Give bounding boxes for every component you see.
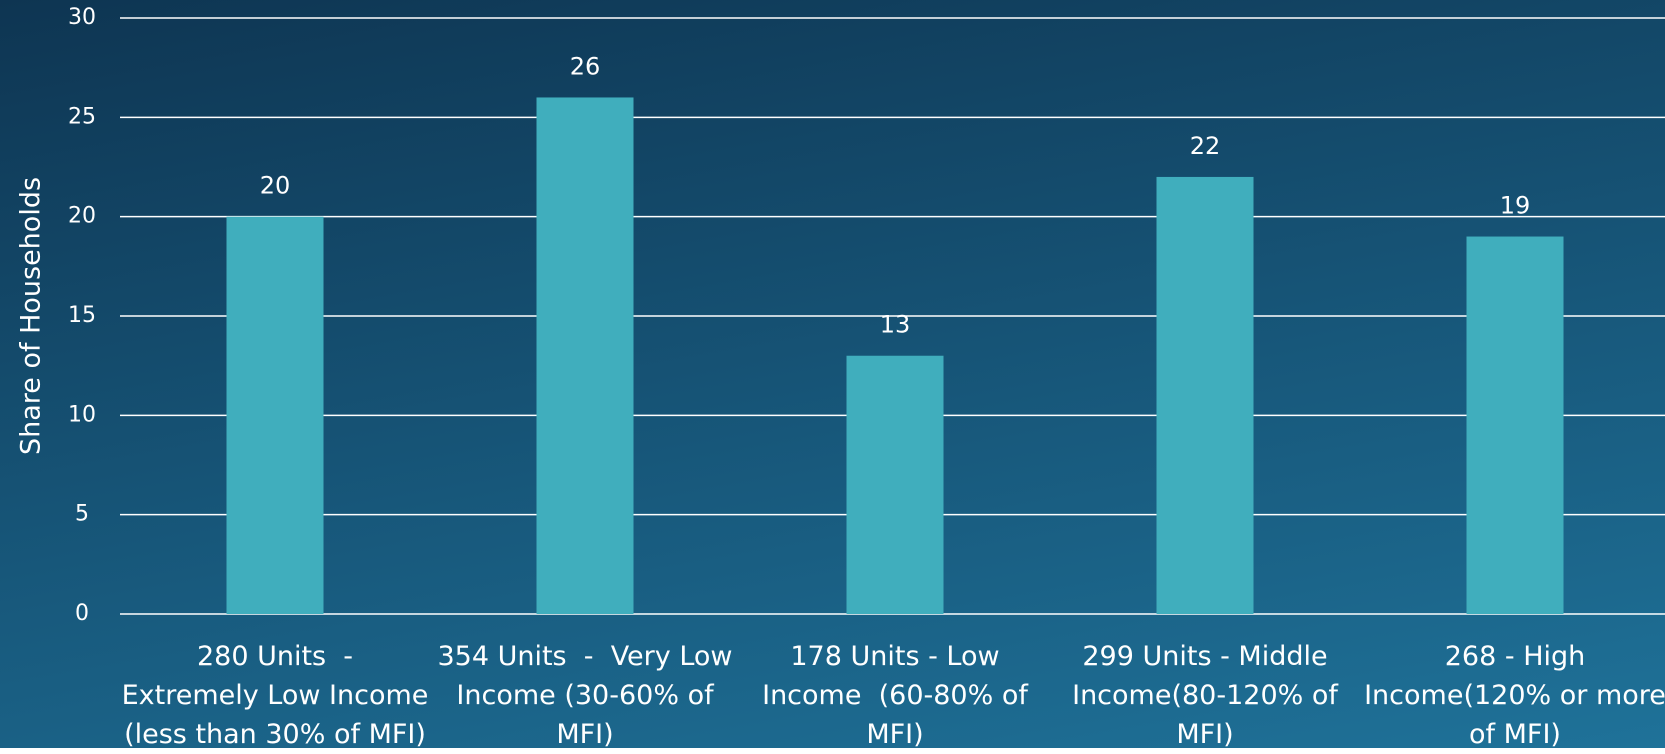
bar: [1466, 236, 1564, 615]
bar: [226, 216, 324, 614]
y-tick-label: 20: [68, 204, 96, 229]
x-tick-label: 178 Units - Low Income (60-80% of MFI): [762, 641, 1037, 750]
bar: [846, 355, 944, 614]
y-tick-label: 30: [68, 5, 96, 30]
data-label: 26: [570, 52, 601, 80]
x-tick-label: 354 Units - Very Low Income (30-60% of M…: [437, 641, 742, 750]
x-tick-label: 299 Units - Middle Income(80-120% of MFI…: [1072, 641, 1347, 750]
data-label: 13: [880, 311, 911, 339]
y-tick-label: 5: [75, 502, 89, 527]
x-tick-label: 280 Units - Extremely Low Income (less t…: [121, 641, 437, 750]
y-axis-label: Share of Households: [16, 177, 47, 455]
data-label: 20: [260, 172, 291, 200]
y-tick-label: 10: [68, 402, 96, 427]
data-label: 22: [1190, 132, 1221, 160]
x-tick-label: 268 - High Income(120% or more of MFI): [1364, 641, 1665, 750]
data-label: 19: [1500, 192, 1531, 220]
bar: [1156, 176, 1254, 614]
bar: [536, 97, 634, 614]
y-tick-label: 25: [68, 104, 96, 129]
y-tick-label: 15: [68, 303, 96, 328]
y-tick-label: 0: [75, 601, 89, 626]
